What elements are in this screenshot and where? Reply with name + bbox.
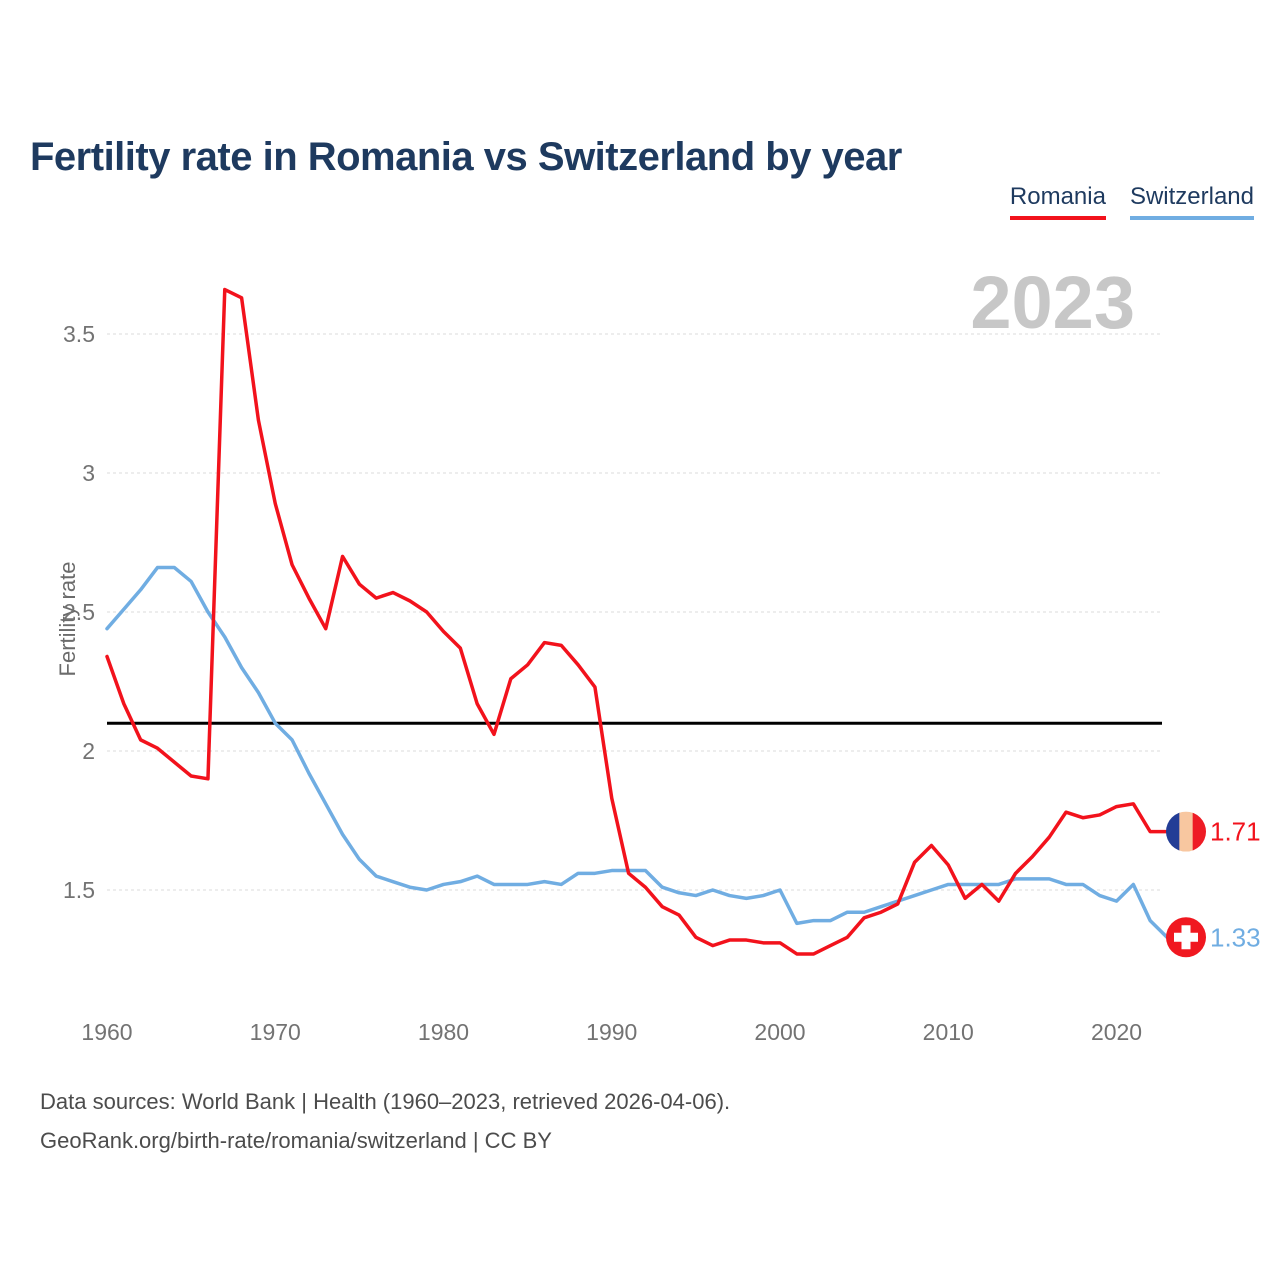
- y-tick-label: 2.5: [63, 599, 95, 625]
- series-line-romania[interactable]: [105, 287, 1169, 956]
- chart-footer: Data sources: World Bank | Health (1960–…: [40, 1082, 730, 1160]
- legend: Romania Switzerland: [1009, 183, 1254, 220]
- romania-flag-stripe: [1192, 811, 1206, 852]
- romania-flag-stripe: [1166, 811, 1180, 852]
- legend-item-switzerland[interactable]: Switzerland: [1129, 183, 1254, 220]
- romania-flag-icon: [1166, 811, 1206, 852]
- series-line-switzerland[interactable]: [105, 565, 1169, 940]
- x-tick-label: 2010: [923, 1019, 974, 1045]
- x-tick-label: 1990: [586, 1019, 637, 1045]
- x-tick-label: 2020: [1091, 1019, 1142, 1045]
- end-value-romania: 1.71: [1210, 817, 1261, 847]
- legend-item-romania[interactable]: Romania: [1009, 183, 1106, 220]
- x-tick-label: 1980: [418, 1019, 469, 1045]
- page-title: Fertility rate in Romania vs Switzerland…: [30, 134, 902, 179]
- data-sources-line: Data sources: World Bank | Health (1960–…: [40, 1089, 731, 1114]
- x-tick-label: 1970: [250, 1019, 301, 1045]
- switzerland-flag-icon: [1166, 917, 1206, 958]
- x-tick-label: 2000: [754, 1019, 805, 1045]
- attribution-line: GeoRank.org/birth-rate/romania/switzerla…: [40, 1128, 552, 1153]
- end-value-switzerland: 1.33: [1210, 922, 1261, 952]
- y-tick-label: 3.5: [63, 321, 95, 347]
- year-watermark: 2023: [970, 261, 1135, 344]
- x-tick-label: 1960: [81, 1019, 132, 1045]
- y-tick-label: 2: [82, 738, 95, 764]
- romania-flag-stripe: [1179, 811, 1194, 852]
- y-tick-label: 1.5: [63, 877, 95, 903]
- y-tick-label: 3: [82, 460, 95, 486]
